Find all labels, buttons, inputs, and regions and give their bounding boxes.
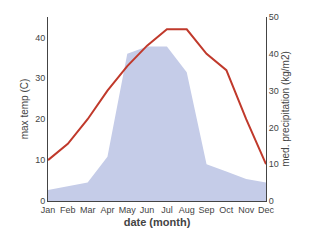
- svg-text:Jun: Jun: [140, 205, 155, 215]
- svg-text:med. precipitation (kg/m2): med. precipitation (kg/m2): [280, 51, 291, 167]
- svg-text:30: 30: [269, 86, 279, 96]
- svg-text:Oct: Oct: [219, 205, 234, 215]
- svg-text:0: 0: [269, 196, 274, 206]
- svg-text:Aug: Aug: [179, 205, 195, 215]
- svg-text:Sep: Sep: [199, 205, 215, 215]
- svg-text:0: 0: [40, 196, 45, 206]
- svg-text:10: 10: [35, 155, 45, 165]
- svg-text:50: 50: [269, 12, 279, 22]
- svg-text:Dec: Dec: [258, 205, 275, 215]
- svg-text:Apr: Apr: [100, 205, 114, 215]
- svg-text:max temp (C): max temp (C): [19, 79, 30, 140]
- svg-text:20: 20: [35, 114, 45, 124]
- svg-text:May: May: [119, 205, 137, 215]
- svg-text:Nov: Nov: [238, 205, 255, 215]
- svg-text:Jan: Jan: [41, 205, 56, 215]
- svg-text:Mar: Mar: [80, 205, 96, 215]
- svg-text:20: 20: [269, 123, 279, 133]
- svg-text:40: 40: [35, 33, 45, 43]
- svg-text:Feb: Feb: [60, 205, 76, 215]
- svg-text:40: 40: [269, 49, 279, 59]
- svg-text:Jul: Jul: [161, 205, 173, 215]
- svg-text:30: 30: [35, 73, 45, 83]
- svg-text:10: 10: [269, 159, 279, 169]
- svg-text:date (month): date (month): [124, 216, 191, 228]
